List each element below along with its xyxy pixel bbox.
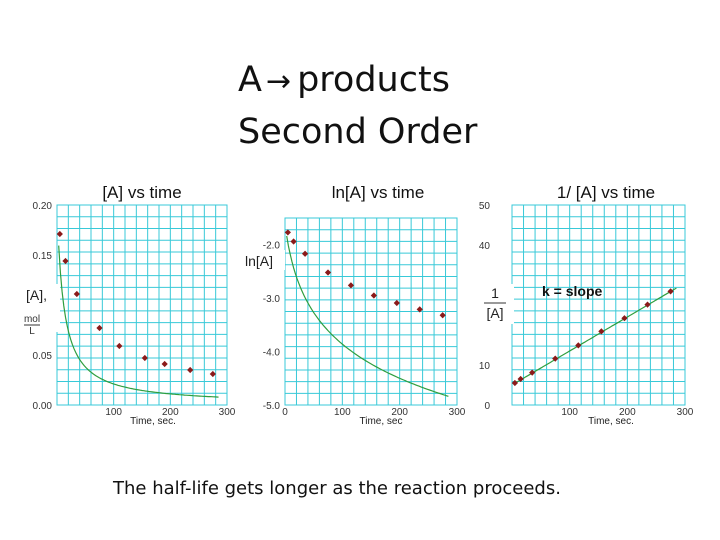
data-point bbox=[56, 230, 63, 238]
x-tick-label: 200 bbox=[162, 407, 179, 418]
data-point bbox=[161, 360, 168, 368]
ylabel-backing-2 bbox=[243, 250, 285, 270]
data-point bbox=[667, 288, 674, 295]
ylabel-backing-3 bbox=[478, 284, 514, 324]
x-tick-label: 100 bbox=[105, 407, 122, 418]
data-point bbox=[393, 299, 400, 307]
chart-title-3: 1/ [A] vs time bbox=[557, 183, 655, 202]
y-tick-label: 0.20 bbox=[33, 201, 53, 212]
y-tick-label: 0 bbox=[484, 401, 490, 412]
slide-title-line2: Second Order bbox=[238, 112, 478, 152]
y-axis-unit-den: L bbox=[29, 326, 35, 337]
y-tick-label: -2.0 bbox=[263, 241, 281, 252]
x-tick-label: 0 bbox=[282, 407, 288, 418]
x-tick-label: 300 bbox=[677, 407, 694, 418]
ylabel-backing-1 bbox=[22, 284, 60, 332]
data-point bbox=[301, 250, 309, 257]
y-axis-label-3-den: [A] bbox=[486, 305, 503, 321]
caption-text: The half-life gets longer as the reactio… bbox=[113, 478, 561, 499]
x-axis-label: Time, sec. bbox=[588, 416, 634, 427]
x-tick-label: 200 bbox=[619, 407, 636, 418]
x-tick-label: 100 bbox=[334, 407, 351, 418]
title-products: products bbox=[297, 60, 450, 100]
y-axis-label-2: ln[A] bbox=[245, 253, 273, 269]
slope-annotation: k = slope bbox=[542, 283, 603, 299]
y-tick-label: 40 bbox=[479, 241, 491, 252]
y-axis-label-3-num: 1 bbox=[491, 285, 499, 301]
data-point bbox=[284, 229, 291, 236]
data-point bbox=[370, 292, 377, 299]
y-axis-label-1: [A], bbox=[26, 287, 47, 303]
title-reactant: A bbox=[238, 60, 262, 100]
data-point bbox=[324, 269, 332, 276]
x-tick-label: 100 bbox=[561, 407, 578, 418]
y-tick-label: -5.0 bbox=[263, 401, 281, 412]
y-tick-label: -4.0 bbox=[263, 348, 281, 359]
fit-curve-1 bbox=[58, 245, 219, 398]
data-point bbox=[416, 306, 423, 313]
data-point bbox=[598, 328, 605, 335]
plot-area-3 bbox=[511, 204, 686, 406]
x-tick-label: 300 bbox=[219, 407, 236, 418]
y-axis-unit-num: mol bbox=[24, 314, 40, 325]
x-axis-label: Time, sec bbox=[360, 416, 403, 427]
arrow-right-icon: → bbox=[265, 64, 292, 99]
y-tick-label: 0.05 bbox=[33, 351, 53, 362]
plot-area-1 bbox=[56, 204, 228, 406]
data-point bbox=[439, 312, 446, 319]
fit-curve-2 bbox=[286, 235, 449, 397]
y-tick-label: 0.15 bbox=[33, 251, 53, 262]
x-axis-label: Time, sec. bbox=[130, 416, 176, 427]
y-tick-label: -3.0 bbox=[263, 294, 281, 305]
data-point bbox=[347, 282, 355, 289]
chart-title-1: [A] vs time bbox=[102, 183, 181, 202]
x-tick-label: 300 bbox=[449, 407, 466, 418]
data-point bbox=[187, 366, 194, 374]
slide-title-line1: A → products bbox=[238, 60, 450, 102]
chart-title-2: ln[A] vs time bbox=[332, 183, 425, 202]
y-tick-label: 10 bbox=[479, 361, 491, 372]
y-tick-label: 50 bbox=[479, 201, 491, 212]
y-tick-label: 0.00 bbox=[33, 401, 53, 412]
data-point bbox=[575, 342, 582, 349]
x-tick-label: 200 bbox=[391, 407, 408, 418]
